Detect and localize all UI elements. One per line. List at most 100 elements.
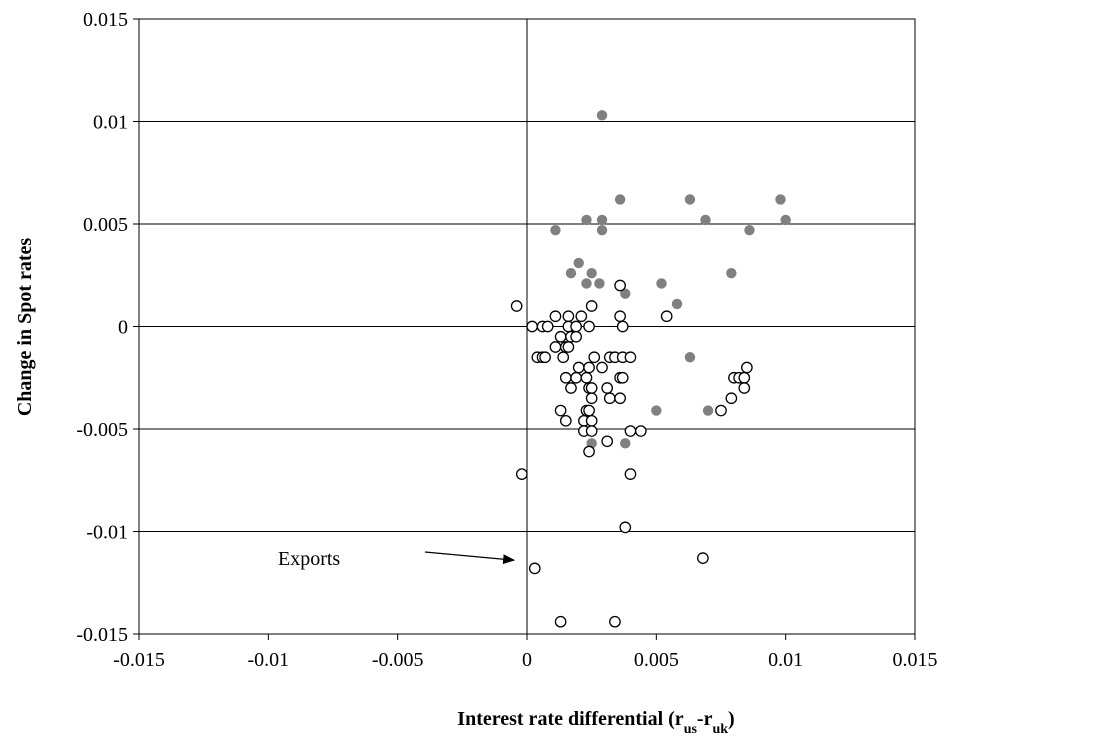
data-point-filled — [671, 298, 683, 310]
data-point-hollow — [570, 371, 582, 384]
data-point-hollow — [616, 320, 629, 333]
data-point-hollow — [541, 320, 554, 333]
x-axis-title-close: ) — [728, 708, 735, 730]
y-tick-label: 0.005 — [83, 214, 128, 236]
x-tick-label: -0.005 — [372, 649, 424, 671]
data-point-filled — [684, 352, 696, 363]
data-point-hollow — [515, 468, 528, 480]
data-point-filled — [596, 224, 608, 236]
data-point-filled — [620, 288, 631, 299]
data-point-hollow — [554, 615, 567, 628]
data-point-filled — [726, 268, 737, 279]
data-point-hollow — [583, 445, 595, 458]
data-point-hollow — [614, 279, 626, 292]
data-point-hollow — [570, 330, 582, 343]
x-tick-label: -0.01 — [247, 649, 289, 671]
data-point-hollow — [526, 320, 539, 333]
y-axis-title: Change in Spot rates — [14, 238, 36, 417]
data-point-filled — [573, 257, 584, 269]
data-point-filled — [596, 110, 608, 121]
x-axis-title-sub1: us — [684, 722, 698, 737]
y-tick-label: -0.015 — [76, 624, 128, 646]
data-point-filled — [614, 194, 626, 205]
y-tick-label: 0.015 — [83, 9, 128, 31]
data-point-hollow — [549, 310, 562, 323]
data-point-hollow — [601, 382, 614, 394]
data-point-hollow — [575, 310, 588, 323]
data-point-hollow — [619, 521, 632, 534]
x-tick-label: 0.015 — [893, 649, 938, 671]
data-point-hollow — [528, 562, 541, 575]
data-point-hollow — [588, 351, 601, 364]
data-point-hollow — [660, 310, 673, 323]
data-point-filled — [700, 214, 711, 226]
data-point-filled — [620, 438, 631, 449]
data-point-hollow — [725, 392, 738, 405]
data-point-hollow — [554, 330, 567, 343]
x-axis-title-sep: -r — [697, 708, 713, 730]
data-point-hollow — [585, 382, 598, 394]
data-point-filled — [581, 214, 592, 226]
data-point-hollow — [559, 414, 572, 427]
data-point-filled — [775, 194, 786, 205]
data-point-filled — [702, 405, 714, 416]
data-point-hollow — [715, 404, 727, 417]
data-point-hollow — [616, 371, 629, 384]
data-point-hollow — [510, 300, 523, 312]
x-tick-label: 0 — [522, 649, 532, 671]
tick-labels: -0.015 -0.01 -0.005 0 0.005 0.01 0.015 -0.015 -0… — [76, 9, 937, 671]
x-axis-title: Interest rate differential (rus-ruk) — [457, 708, 734, 737]
data-point-hollow — [634, 425, 647, 437]
data-point-hollow — [559, 371, 572, 384]
data-point-filled — [596, 214, 608, 226]
data-point-filled — [744, 224, 755, 236]
data-point-hollow — [614, 310, 626, 323]
data-point-hollow — [603, 392, 616, 405]
data-point-filled — [594, 278, 605, 289]
data-point-hollow — [572, 361, 585, 374]
data-point-hollow — [539, 351, 551, 364]
data-point-filled — [565, 268, 577, 279]
data-point-hollow — [554, 404, 567, 417]
x-tick-label: 0.01 — [768, 649, 803, 671]
y-tick-label: 0 — [118, 317, 128, 339]
data-point-hollow — [697, 552, 709, 565]
data-point-hollow — [585, 300, 598, 312]
data-point-hollow — [624, 351, 637, 364]
data-point-hollow — [549, 341, 562, 353]
data-point-hollow — [614, 392, 626, 405]
data-point-hollow — [738, 371, 751, 384]
data-point-hollow — [585, 425, 598, 437]
data-point-hollow — [562, 341, 575, 353]
data-point-hollow — [585, 414, 598, 427]
data-point-hollow — [624, 425, 637, 437]
data-point-hollow — [609, 615, 621, 628]
data-point-filled — [684, 194, 696, 205]
data-point-hollow — [596, 361, 608, 374]
data-point-filled — [550, 224, 561, 236]
data-point-hollow — [557, 351, 570, 364]
data-point-filled — [581, 278, 592, 289]
data-point-filled — [586, 268, 597, 279]
annotation-label: Exports — [278, 548, 340, 570]
data-point-hollow — [583, 404, 595, 417]
data-point-hollow — [738, 382, 751, 394]
data-point-hollow — [562, 310, 575, 323]
data-point-filled — [780, 214, 791, 226]
x-tick-label: -0.015 — [113, 649, 165, 671]
y-tick-label: 0.01 — [93, 112, 128, 134]
data-point-hollow — [570, 320, 582, 333]
data-point-hollow — [583, 361, 595, 374]
x-tick-label: 0.005 — [634, 649, 679, 671]
data-point-filled — [656, 278, 667, 289]
x-axis-title-main: Interest rate differential (r — [457, 708, 684, 730]
data-point-hollow — [741, 361, 753, 374]
y-tick-label: -0.01 — [86, 522, 128, 544]
data-point-hollow — [580, 371, 593, 384]
x-axis-title-sub2: uk — [712, 722, 728, 737]
data-point-hollow — [624, 468, 637, 480]
y-tick-label: -0.005 — [76, 419, 128, 441]
data-points — [510, 110, 791, 628]
data-point-hollow — [585, 392, 598, 405]
